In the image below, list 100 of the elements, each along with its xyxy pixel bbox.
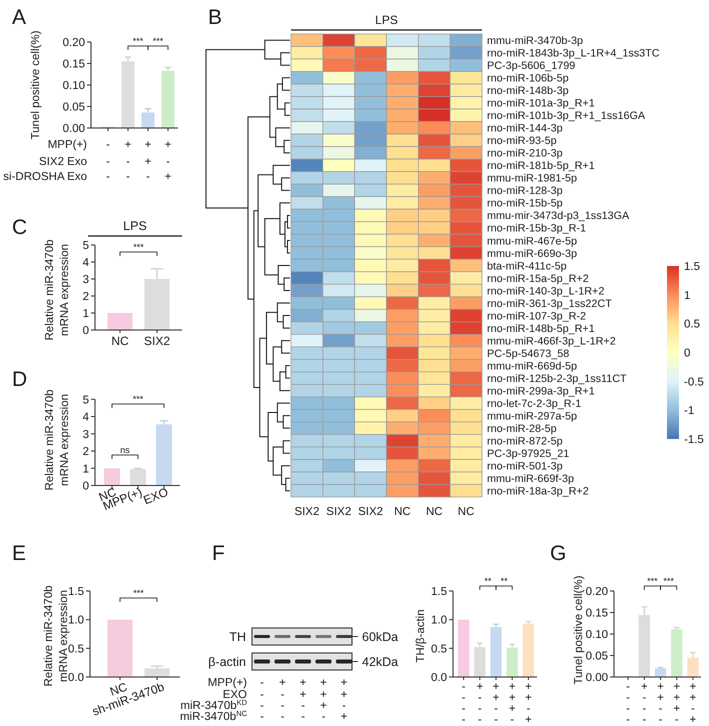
y-tick-label: rno-miR-148b-5p_R+1 [487, 322, 595, 335]
chart-title: LPS [375, 13, 398, 27]
y-tick-label: mmu-miR-669o-3p [487, 248, 577, 260]
y-tick-label: rno-miR-299a-3p_R+1 [487, 385, 595, 398]
y-tick-label: rno-miR-872-5p [487, 435, 563, 448]
y-tick-label: rno-miR-125b-2-3p_1ss11CT [487, 372, 628, 385]
y-tick-label: 0.15 [62, 58, 85, 71]
y-tick-label: 0.5 [431, 643, 447, 656]
text: F [212, 542, 225, 565]
y-tick-label: 0.20 [62, 37, 85, 50]
y-tick-label: rno-miR-210-3p [487, 148, 563, 160]
y-tick-label: mmu-miR-669d-5p [487, 360, 577, 372]
y-tick-label: 1.0 [431, 614, 447, 627]
text: *** [647, 576, 658, 586]
y-tick-label: rno-miR-101a-3p_R+1 [487, 98, 595, 110]
y-tick-label: rno-miR-106b-5p [487, 72, 569, 85]
x-tick-label: NC [426, 506, 443, 518]
y-tick-label: mmu-miR-467e-5p [487, 235, 577, 248]
chart-title: LPS [123, 219, 147, 233]
x-tick-label: + - - - [476, 681, 484, 726]
text: β-actin [208, 654, 246, 669]
y-tick-label: rno-let-7c-2-3p_R-1 [487, 398, 582, 410]
y-tick-label: 0 [82, 325, 89, 338]
x-tick-label: EXO [141, 484, 170, 508]
annotation: *** [133, 588, 144, 598]
x-tick-label: + + - - [492, 681, 500, 726]
y-tick-label: 3 [82, 428, 89, 441]
text: si-DROSHA Exo [3, 171, 87, 183]
y-tick-label: 3 [82, 274, 89, 286]
y-tick-label: 5 [82, 240, 89, 252]
y-tick-label: mmu-miR-1981-5p [487, 172, 577, 185]
y-tick-label: 0.00 [62, 123, 85, 136]
y-tick-label: rno-miR-501-3p [487, 460, 563, 472]
annotation: *** [133, 242, 144, 252]
x-tick-label: + + + - [508, 681, 516, 726]
y-tick-label: rno-miR-140-3p_L-1R+2 [487, 285, 604, 298]
color-bar-label: 0 [684, 348, 690, 360]
y-tick-label: 0.10 [586, 629, 608, 642]
y-tick-label: mmu-mir-3473d-p3_1ss13GA [487, 210, 630, 222]
y-tick-label: rno-miR-181b-5p_R+1 [487, 160, 595, 172]
y-tick-label: PC-5p-54673_58 [487, 348, 570, 360]
y-tick-label: 5 [82, 394, 89, 406]
y-axis-title: Relative miR-3470b mRNA expression [44, 390, 71, 490]
text: ** [500, 576, 508, 586]
text: A [12, 6, 26, 29]
y-tick-label: rno-miR-107-3p_R-2 [487, 310, 586, 322]
color-bar-label: 0.5 [684, 318, 700, 331]
y-tick-label: 1.5 [431, 586, 447, 598]
x-tick-label: + - - [124, 139, 132, 183]
color-bar-label: 1.5 [684, 261, 700, 274]
x-tick-label: NC [111, 334, 129, 348]
x-tick-label: NC [458, 506, 474, 518]
y-tick-label: 0 [82, 480, 89, 493]
y-tick-label: PC-3p-5606_1799 [487, 60, 576, 72]
text: D [12, 368, 28, 391]
y-tick-label: 0.00 [586, 672, 608, 684]
x-tick-label: + + - + [690, 681, 697, 726]
x-tick-label: + - - - [640, 681, 648, 726]
y-tick-label: 0.15 [586, 608, 608, 620]
text: TH [229, 630, 246, 644]
y-axis-title: TH/β-actin [415, 609, 427, 663]
text: B [208, 6, 222, 29]
y-tick-label: rno-miR-128-3p [487, 185, 563, 198]
text: *** [663, 576, 674, 586]
y-tick-label: 0.10 [62, 80, 85, 92]
y-tick-label: 1.5 [68, 586, 84, 598]
color-bar-label: -1.5 [684, 434, 704, 446]
y-tick-label: rno-miR-18a-3p_R+2 [487, 486, 589, 498]
annotation: *** [132, 36, 144, 46]
x-tick-label: + - + [164, 139, 172, 183]
color-bar-label: 1 [684, 290, 690, 302]
y-tick-label: mmu-miR-3470b-3p [487, 35, 584, 48]
y-tick-label: 0.20 [586, 586, 608, 598]
y-axis-title: Tunel positive cell(%) [30, 30, 42, 140]
y-tick-label: rno-miR-15a-5p_R+2 [487, 272, 589, 285]
y-tick-label: PC-3p-97925_21 [487, 448, 570, 460]
y-tick-label: rno-miR-101b-3p_R+1_1ss16GA [487, 110, 646, 122]
y-tick-label: rno-miR-1843b-3p_L-1R+4_1ss3TC [487, 48, 660, 60]
text: 60kDa [362, 630, 398, 644]
x-tick-label: + + + - [673, 681, 680, 726]
y-tick-label: rno-miR-148b-3p [487, 85, 569, 98]
text: C [12, 216, 28, 239]
x-tick-label: NC [394, 506, 411, 518]
text: G [550, 542, 566, 565]
y-tick-label: rno-miR-144-3p [487, 122, 563, 135]
y-tick-label: 0.0 [431, 672, 447, 684]
y-tick-label: 4 [82, 412, 90, 424]
x-tick-label: - - - - [626, 681, 630, 726]
y-tick-label: rno-miR-15b-3p_R-1 [487, 222, 586, 235]
y-tick-label: 0.5 [68, 643, 84, 656]
text: SIX2 Exo [39, 156, 87, 168]
y-axis-title: Relative miR-3470b mRNA expression [43, 586, 70, 686]
annotation: *** [152, 36, 164, 46]
y-axis-title: Tunel positive cell(%) [573, 575, 585, 684]
x-tick-label: SIX2 [294, 506, 320, 518]
color-bar-label: -0.5 [684, 376, 704, 388]
y-tick-label: 0.0 [68, 672, 84, 684]
x-tick-label: - - - [106, 139, 110, 183]
x-tick-label: + + - - [657, 681, 664, 726]
x-tick-label: + + - + [525, 681, 532, 726]
